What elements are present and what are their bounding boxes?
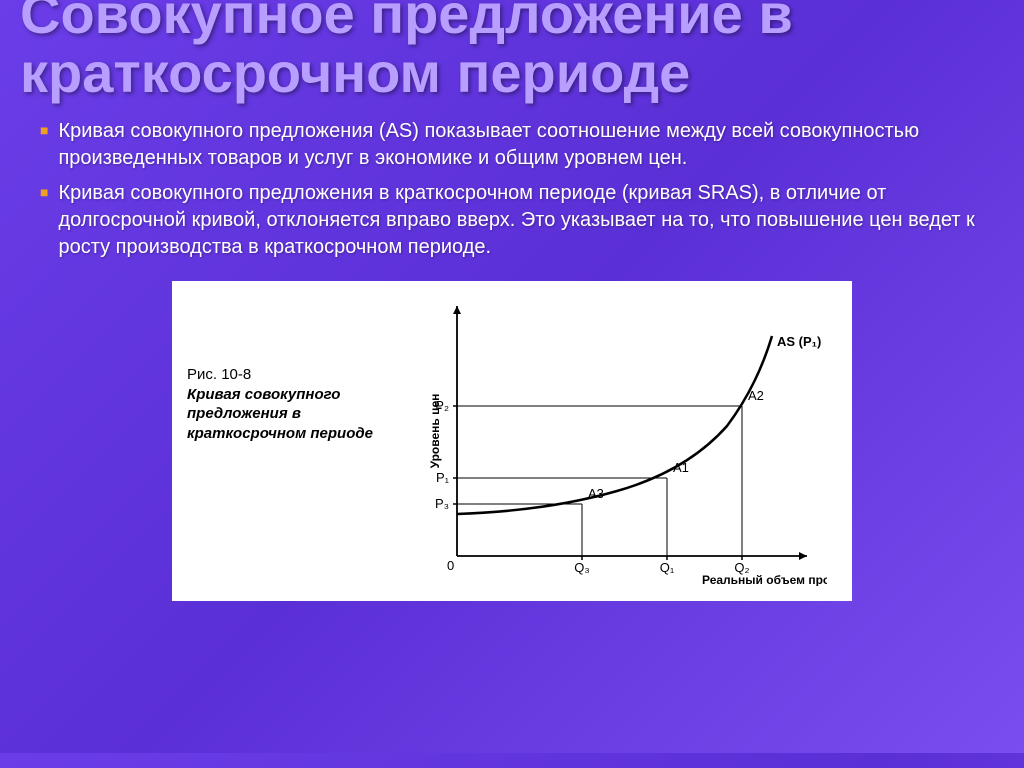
svg-text:Реальный объем производства: Реальный объем производства	[702, 573, 827, 586]
bullet-text: Кривая совокупного предложения (AS) пока…	[58, 118, 984, 172]
svg-text:P₂: P₂	[435, 398, 449, 413]
svg-text:0: 0	[447, 558, 454, 573]
bullet-marker: ■	[40, 122, 48, 138]
bullet-item: ■ Кривая совокупного предложения (AS) по…	[40, 118, 984, 172]
bullet-item: ■ Кривая совокупного предложения в кратк…	[40, 180, 984, 261]
svg-text:P₁: P₁	[436, 470, 450, 485]
svg-text:A1: A1	[673, 460, 689, 475]
svg-text:A2: A2	[748, 388, 764, 403]
svg-text:AS (P₁): AS (P₁)	[777, 334, 821, 349]
slide-title: Совокупное предложение в краткосрочном п…	[0, 0, 1024, 113]
chart: Уровень ценРеальный объем производстваAS…	[387, 296, 837, 586]
figure: Рис. 10-8 Кривая совокупного предложения…	[172, 281, 852, 601]
svg-text:Q₁: Q₁	[660, 560, 675, 575]
svg-text:P₃: P₃	[435, 496, 449, 511]
chart-svg: Уровень ценРеальный объем производстваAS…	[387, 296, 827, 586]
content-area: ■ Кривая совокупного предложения (AS) по…	[0, 113, 1024, 601]
svg-text:Q₂: Q₂	[734, 560, 749, 575]
figure-caption-text: Кривая совокупного предложения в краткос…	[187, 385, 377, 444]
bullet-text: Кривая совокупного предложения в краткос…	[58, 180, 984, 261]
figure-number: Рис. 10-8	[187, 366, 377, 383]
figure-caption: Рис. 10-8 Кривая совокупного предложения…	[187, 296, 387, 586]
bullet-marker: ■	[40, 184, 48, 200]
svg-text:Q₃: Q₃	[574, 560, 589, 575]
svg-text:A3: A3	[588, 486, 604, 501]
